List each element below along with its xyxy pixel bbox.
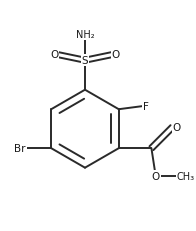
Text: Br: Br — [15, 144, 26, 154]
Text: O: O — [50, 50, 59, 60]
Text: S: S — [82, 56, 88, 66]
Text: O: O — [172, 123, 181, 133]
Text: O: O — [152, 171, 160, 181]
Text: O: O — [111, 50, 120, 60]
Text: CH₃: CH₃ — [177, 171, 195, 181]
Text: F: F — [143, 102, 149, 112]
Text: NH₂: NH₂ — [76, 30, 94, 40]
